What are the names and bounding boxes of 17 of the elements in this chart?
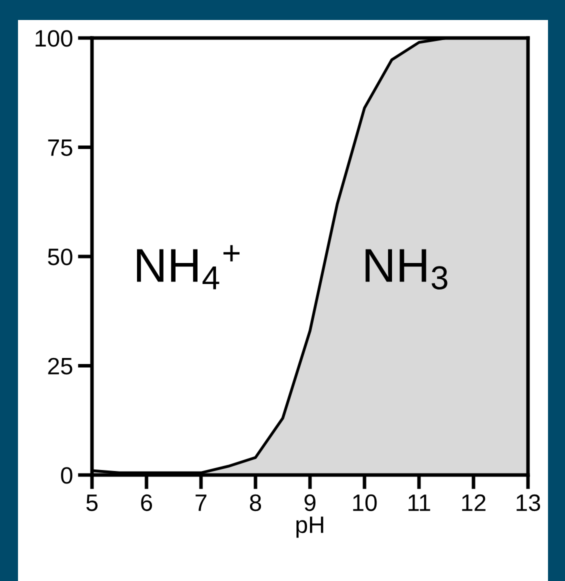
x-tick-label: 9 (304, 494, 316, 512)
annotation: NH$_{4}$$^{+}$ (137, 245, 240, 290)
x-tick-label: 6 (141, 494, 152, 512)
y-tick-label: 50 (48, 248, 72, 266)
y-tick-label: 25 (48, 358, 72, 375)
x-tick-label: 13 (516, 494, 540, 512)
x-tick-label: 11 (408, 494, 430, 511)
x-tick-label: 7 (196, 494, 206, 511)
annotation: NH$_{3}$ (366, 249, 448, 290)
y-tick-label: 0 (61, 467, 72, 484)
x-tick-label: 12 (462, 494, 486, 511)
x-axis-title: pH (296, 516, 324, 538)
x-tick-label: 5 (86, 494, 98, 512)
x-tick-label: 8 (250, 494, 262, 512)
y-tick-label: 100 (36, 30, 72, 47)
x-tick-label: 10 (353, 494, 377, 512)
y-tick-label: 75 (48, 140, 72, 156)
